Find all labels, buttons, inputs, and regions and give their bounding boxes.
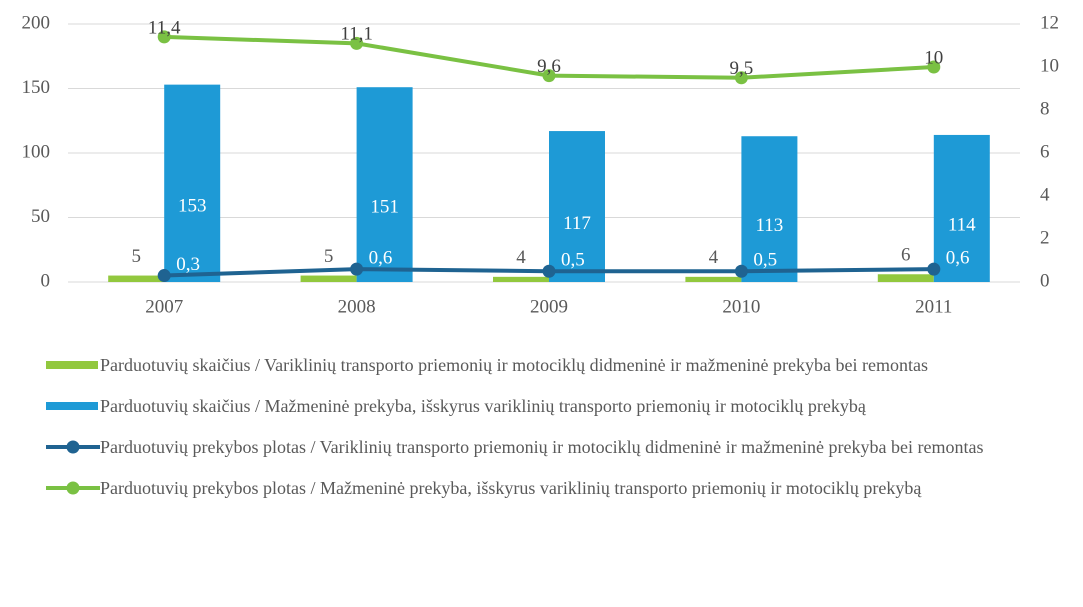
- line-point: [734, 71, 748, 85]
- legend-item: Parduotuvių prekybos plotas / Mažmeninė …: [46, 475, 1045, 501]
- legend-label: Parduotuvių prekybos plotas / Variklinių…: [100, 437, 984, 457]
- bar-value-label: 4: [516, 247, 526, 268]
- legend-icon: [46, 402, 98, 410]
- bar: [108, 275, 165, 282]
- legend-item: Parduotuvių skaičius / Mažmeninė prekyba…: [46, 393, 1045, 419]
- bar: [685, 276, 742, 282]
- line-value-label: 9,6: [537, 56, 561, 77]
- legend-icon: [46, 440, 100, 454]
- line-value-label: 11,1: [340, 24, 373, 45]
- y-tick-label: 0: [41, 270, 51, 291]
- line-point: [157, 269, 171, 283]
- chart: 0 50 100 150 200 0 2 4 6 8 10 12 2007 2008 2009 2010 201…: [22, 12, 1060, 317]
- bar-value-label: 6: [901, 245, 911, 266]
- line-value-label: 0,6: [369, 247, 393, 268]
- line-point: [157, 30, 171, 44]
- legend-label: Parduotuvių skaičius / Variklinių transp…: [100, 355, 928, 375]
- legend: Parduotuvių skaičius / Variklinių transp…: [46, 352, 1046, 516]
- line-value-label: 10: [924, 47, 943, 68]
- y2-tick-label: 6: [1040, 141, 1050, 162]
- legend-marker: [66, 481, 80, 495]
- bar: [356, 87, 413, 283]
- x-tick-label: 2010: [722, 296, 760, 317]
- x-tick-label: 2008: [338, 296, 376, 317]
- y2-tick-label: 8: [1040, 98, 1050, 119]
- y-tick-label: 200: [22, 12, 51, 33]
- y-tick-label: 100: [22, 141, 51, 162]
- bar: [300, 275, 357, 282]
- bar-value-label: 117: [563, 213, 591, 234]
- line-value-label: 9,5: [730, 58, 754, 79]
- bar: [493, 276, 549, 282]
- y-tick-label: 150: [22, 77, 51, 98]
- legend-swatch: [46, 361, 98, 369]
- bar-value-label: 151: [370, 196, 399, 217]
- x-tick-label: 2007: [145, 296, 183, 317]
- bar-value-label: 5: [131, 246, 141, 267]
- legend-label: Parduotuvių prekybos plotas / Mažmeninė …: [100, 478, 922, 498]
- bar: [933, 134, 990, 282]
- x-tick-label: 2009: [530, 296, 568, 317]
- line-point: [927, 60, 941, 74]
- legend-marker: [66, 440, 80, 454]
- legend-label: Parduotuvių skaičius / Mažmeninė prekyba…: [100, 396, 866, 416]
- bar: [549, 131, 605, 282]
- y-tick-label: 50: [31, 206, 50, 227]
- bar-value-label: 4: [709, 247, 719, 268]
- bar-value-label: 113: [756, 215, 784, 236]
- legend-icon: [46, 361, 98, 369]
- y2-tick-label: 4: [1040, 184, 1050, 205]
- line-point: [927, 262, 941, 276]
- bar-value-label: 153: [178, 195, 207, 216]
- legend-item: Parduotuvių skaičius / Variklinių transp…: [46, 352, 1045, 378]
- legend-swatch: [46, 402, 98, 410]
- bar-value-label: 114: [948, 214, 976, 235]
- y2-tick-label: 10: [1040, 55, 1059, 76]
- legend-icon: [46, 481, 100, 495]
- bar: [164, 84, 221, 282]
- line-value-label: 0,5: [753, 250, 777, 271]
- line-value-label: 0,5: [561, 250, 585, 271]
- line-point: [542, 264, 556, 278]
- line-value-label: 0,6: [946, 247, 970, 268]
- line-value-label: 0,3: [176, 254, 200, 275]
- bar: [877, 274, 934, 282]
- line-value-label: 11,4: [148, 17, 181, 38]
- x-tick-label: 2011: [915, 296, 952, 317]
- legend-item: Parduotuvių prekybos plotas / Variklinių…: [46, 434, 1045, 460]
- y2-tick-label: 12: [1040, 12, 1059, 33]
- bar-value-label: 5: [324, 246, 334, 267]
- y2-tick-label: 0: [1040, 270, 1050, 291]
- line-point: [350, 36, 364, 50]
- y2-tick-label: 2: [1040, 227, 1050, 248]
- line-point: [734, 264, 748, 278]
- line-point: [542, 69, 556, 83]
- line-point: [350, 262, 364, 276]
- bar: [741, 136, 798, 282]
